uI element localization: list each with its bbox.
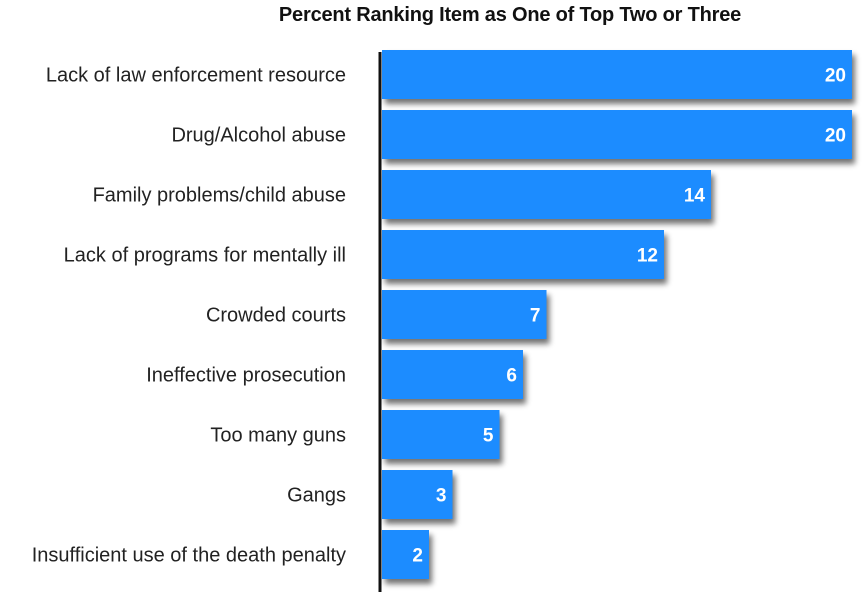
category-label: Ineffective prosecution [146, 365, 346, 387]
value-label: 5 [483, 426, 494, 447]
category-label: Insufficient use of the death penalty [32, 545, 346, 567]
value-label: 12 [637, 246, 658, 267]
bar [382, 170, 711, 219]
bar-row: Crowded courts 7 [206, 290, 547, 339]
value-label: 7 [530, 306, 541, 327]
bar [382, 410, 500, 459]
bar [382, 50, 852, 99]
category-label: Gangs [287, 485, 346, 507]
bar-row: Family problems/child abuse 14 [93, 170, 711, 219]
bar [382, 470, 453, 519]
value-label: 2 [412, 546, 423, 567]
category-label: Lack of programs for mentally ill [64, 245, 346, 267]
bar-row: Lack of law enforcement resource 20 [46, 50, 852, 99]
bar [382, 290, 547, 339]
chart-title: Percent Ranking Item as One of Top Two o… [278, 4, 742, 26]
bar-row: Insufficient use of the death penalty 2 [32, 530, 429, 579]
bar-row: Gangs 3 [287, 470, 453, 519]
value-label: 14 [684, 186, 706, 207]
value-label: 20 [825, 66, 846, 87]
value-label: 6 [506, 366, 517, 387]
bar-row: Lack of programs for mentally ill 12 [64, 230, 664, 279]
value-label: 3 [436, 486, 447, 507]
bar [382, 230, 664, 279]
category-label: Too many guns [210, 425, 346, 447]
bars-layer: Lack of law enforcement resource 20Drug/A… [32, 50, 852, 579]
category-label: Drug/Alcohol abuse [171, 125, 346, 147]
bar-row: Too many guns 5 [210, 410, 500, 459]
category-label: Lack of law enforcement resource [46, 65, 346, 87]
bar [382, 110, 852, 159]
category-label: Family problems/child abuse [93, 185, 346, 207]
value-label: 20 [825, 126, 846, 147]
bar-row: Ineffective prosecution 6 [146, 350, 523, 399]
bar [382, 350, 523, 399]
bar [382, 530, 429, 579]
category-label: Crowded courts [206, 305, 346, 327]
bar-row: Drug/Alcohol abuse 20 [171, 110, 852, 159]
